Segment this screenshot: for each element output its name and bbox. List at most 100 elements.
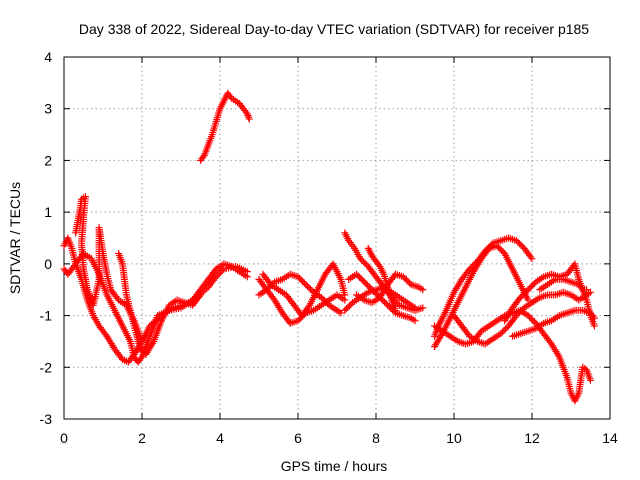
data-point	[360, 258, 368, 266]
data-point	[294, 273, 302, 281]
y-tick-label: 3	[44, 101, 52, 117]
data-point	[341, 291, 349, 299]
data-point	[300, 279, 308, 287]
data-point	[245, 113, 253, 121]
series-track-8	[259, 260, 349, 320]
x-axis-label: GPS time / hours	[281, 458, 388, 474]
axis-ticks	[63, 56, 611, 420]
series-track-5	[197, 89, 253, 164]
data-point	[304, 303, 312, 311]
data-point	[201, 286, 209, 294]
data-point	[211, 267, 219, 275]
data-point	[294, 317, 302, 325]
data-point	[384, 301, 392, 309]
data-point	[345, 302, 353, 310]
plot-frame	[63, 56, 611, 420]
data-point	[297, 276, 305, 284]
data-point	[587, 376, 594, 384]
data-point	[375, 261, 383, 269]
data-point	[494, 243, 502, 251]
data-point	[357, 275, 365, 283]
series-track-11	[345, 270, 419, 325]
data-point	[342, 305, 350, 313]
data-point	[212, 273, 220, 281]
data-markers	[60, 89, 598, 405]
data-point	[590, 314, 598, 322]
series-track-16	[431, 306, 594, 405]
data-point	[589, 312, 597, 320]
data-point	[147, 320, 155, 328]
data-point	[354, 272, 362, 280]
data-point	[524, 286, 532, 294]
x-tick-label: 2	[138, 430, 146, 446]
data-point	[269, 294, 277, 302]
data-point	[371, 289, 379, 297]
data-point	[466, 265, 474, 273]
data-point	[577, 284, 585, 292]
series-track-19	[509, 306, 598, 340]
data-point	[244, 112, 252, 120]
x-tick-label: 10	[446, 430, 462, 446]
y-axis-label: SDTVAR / TECUs	[7, 182, 23, 294]
data-point	[402, 276, 410, 284]
series-track-13	[364, 244, 399, 314]
x-tick-label: 0	[60, 430, 68, 446]
data-point	[356, 273, 364, 281]
data-point	[344, 303, 352, 311]
data-point	[517, 307, 525, 315]
data-point	[296, 274, 304, 282]
data-point	[149, 319, 157, 327]
data-point	[360, 278, 368, 286]
data-point	[529, 281, 537, 289]
data-point	[218, 267, 226, 275]
data-point	[587, 288, 594, 296]
data-point	[523, 287, 531, 295]
series-track-15	[431, 242, 532, 351]
data-point	[337, 309, 345, 317]
data-point	[500, 327, 508, 335]
data-point	[497, 330, 505, 338]
data-point	[358, 256, 366, 264]
data-point	[203, 285, 211, 293]
data-point	[308, 287, 316, 295]
data-point	[527, 253, 535, 261]
data-point	[359, 276, 367, 284]
data-point	[324, 300, 332, 308]
data-point	[199, 153, 207, 161]
data-point	[464, 331, 472, 339]
data-point	[521, 289, 529, 297]
data-point	[137, 355, 145, 363]
data-point	[419, 304, 427, 312]
data-point	[406, 279, 414, 287]
data-point	[518, 292, 526, 300]
data-point	[526, 313, 534, 321]
series-track-4	[115, 250, 204, 358]
data-point	[341, 306, 349, 314]
data-point	[379, 297, 387, 305]
data-point	[493, 242, 501, 250]
data-point	[152, 316, 160, 324]
data-point	[404, 277, 412, 285]
data-point	[363, 281, 371, 289]
data-point	[362, 280, 370, 288]
data-point	[516, 308, 524, 316]
data-point	[529, 316, 537, 324]
data-point	[526, 284, 534, 292]
x-tick-label: 8	[372, 430, 380, 446]
data-point	[243, 110, 251, 118]
y-tick-label: -1	[40, 308, 53, 324]
x-tick-label: 6	[294, 430, 302, 446]
data-point	[263, 286, 271, 294]
data-point	[401, 274, 409, 282]
data-point	[527, 283, 535, 291]
data-point	[519, 305, 527, 313]
data-point	[347, 300, 355, 308]
x-tick-label: 4	[216, 430, 224, 446]
data-point	[102, 331, 110, 339]
y-tick-label: 0	[44, 256, 52, 272]
data-point	[399, 273, 407, 281]
data-point	[392, 306, 399, 314]
x-tick-label: 14	[602, 430, 618, 446]
data-point	[476, 329, 484, 337]
